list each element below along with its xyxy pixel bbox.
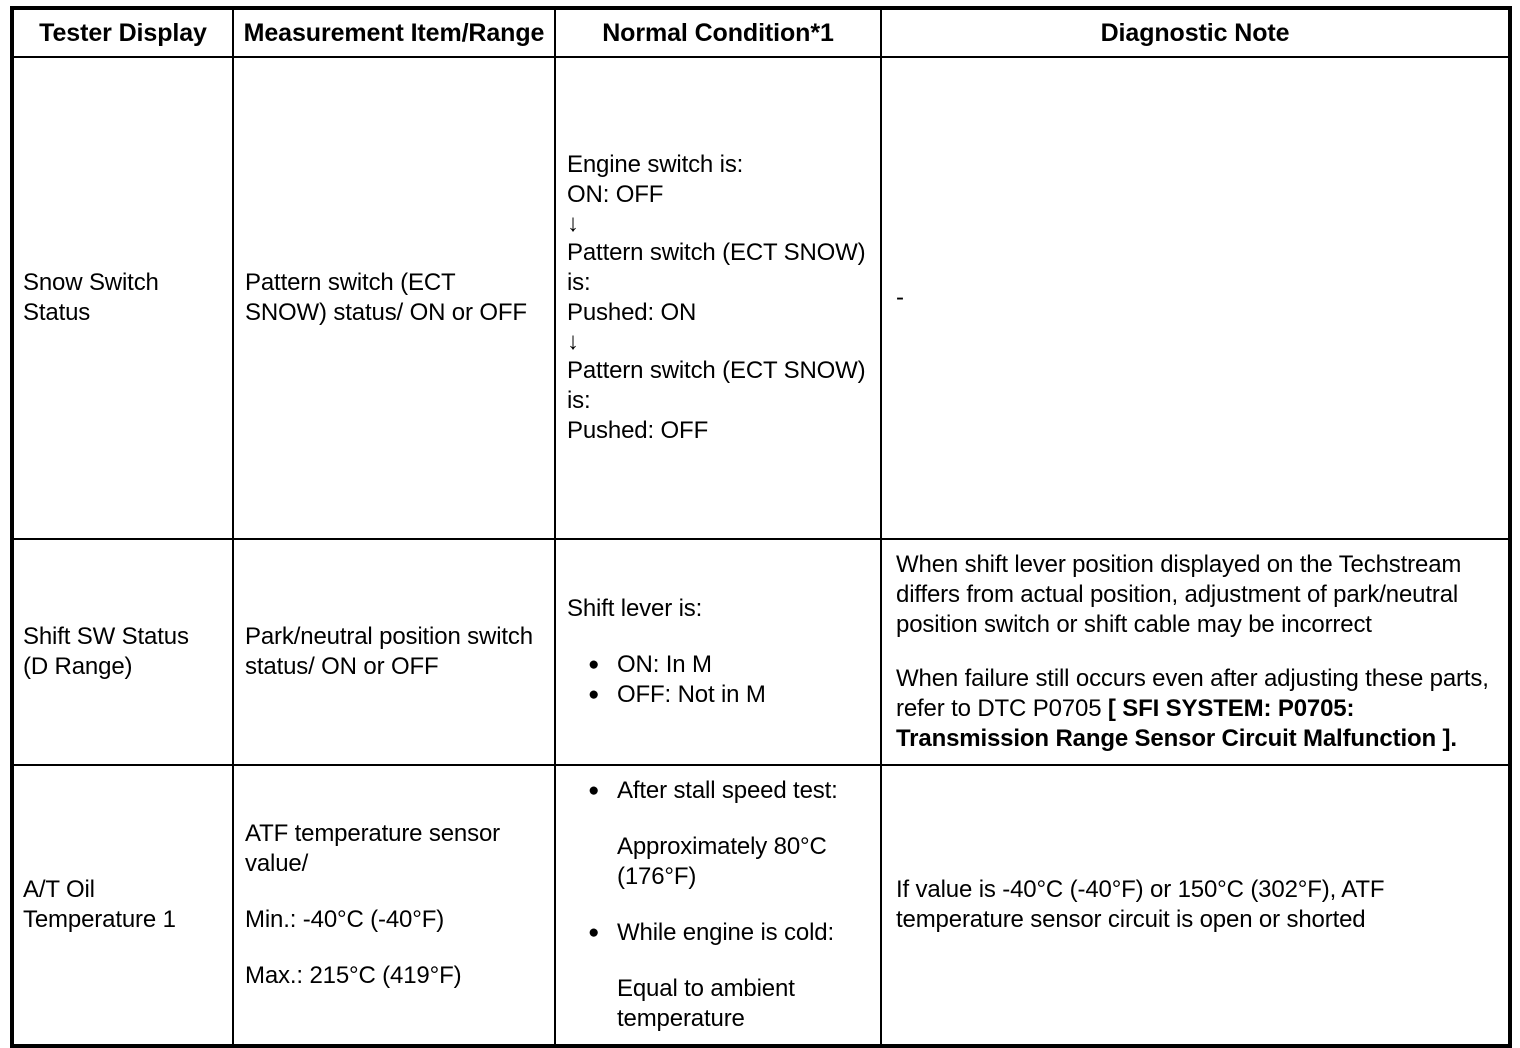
table-row: A/T Oil Temperature 1 ATF temperature se… (11, 764, 1511, 1047)
cell-measurement-item: Park/neutral position switch status/ ON … (232, 538, 556, 766)
tester-display-text: Shift SW Status (D Range) (23, 623, 189, 680)
column-header-normal-condition: Normal Condition*1 (554, 7, 882, 58)
list-item-label: ON: In M (617, 651, 712, 678)
cell-measurement-item: ATF temperature sensor value/ Min.: -40°… (232, 764, 556, 1047)
bullet-icon: ● (588, 684, 600, 705)
list-item-label: While engine is cold: (617, 919, 834, 946)
note-dtc-reference: [ SFI SYSTEM: P0705: Transmission Range … (896, 695, 1457, 752)
condition-step-pushed-on: Pushed: ON (567, 299, 697, 326)
cell-normal-condition: Engine switch is: ON: OFF ↓ Pattern swit… (554, 56, 882, 540)
condition-bullet-list: ● ON: In M ● OFF: Not in M (567, 650, 868, 710)
table-row: Shift SW Status (D Range) Park/neutral p… (11, 538, 1511, 766)
list-item: ● ON: In M (567, 650, 868, 680)
down-arrow-icon: ↓ (567, 210, 579, 237)
condition-intro: Shift lever is: (567, 595, 703, 622)
cell-tester-display: Snow Switch Status (11, 56, 234, 540)
condition-step-engine-switch: Engine switch is: (567, 151, 744, 178)
column-header-diagnostic-note: Diagnostic Note (880, 7, 1511, 58)
bullet-icon: ● (588, 654, 600, 675)
column-header-tester-display: Tester Display (11, 7, 234, 58)
list-item-label: After stall speed test: (617, 777, 838, 804)
list-item-sub-value: Approximately 80°C (176°F) (617, 833, 827, 890)
table-body: Snow Switch Status Pattern switch (ECT S… (11, 56, 1511, 1047)
measurement-min-value: Min.: -40°C (-40°F) (245, 906, 445, 933)
cell-tester-display: Shift SW Status (D Range) (11, 538, 234, 766)
list-item: ● OFF: Not in M (567, 680, 868, 710)
bullet-icon: ● (588, 780, 600, 801)
diagnostic-note-paragraph-1: When shift lever position displayed on t… (896, 551, 1462, 638)
cell-normal-condition: ● After stall speed test: Approximately … (554, 764, 882, 1047)
measurement-text: Park/neutral position switch status/ ON … (245, 623, 533, 680)
diagnostic-note-text: If value is -40°C (-40°F) or 150°C (302°… (896, 876, 1385, 933)
cell-diagnostic-note: When shift lever position displayed on t… (880, 538, 1511, 766)
table-header: Tester Display Measurement Item/Range No… (11, 7, 1511, 58)
tester-display-line-1: A/T Oil (23, 876, 95, 903)
list-item: ● While engine is cold: Equal to ambient… (567, 918, 868, 1034)
header-row: Tester Display Measurement Item/Range No… (11, 7, 1511, 58)
note-plain-text: When failure still occurs even after adj… (896, 665, 1489, 722)
measurement-max-value: Max.: 215°C (419°F) (245, 962, 462, 989)
cell-diagnostic-note: If value is -40°C (-40°F) or 150°C (302°… (880, 764, 1511, 1047)
table-row: Snow Switch Status Pattern switch (ECT S… (11, 56, 1511, 540)
list-item-label: OFF: Not in M (617, 681, 766, 708)
tester-display-line-1: Snow Switch (23, 269, 159, 296)
condition-step-pushed-off: Pushed: OFF (567, 417, 709, 444)
tester-display-line-2: Status (23, 299, 91, 326)
condition-step-pattern-switch-1: Pattern switch (ECT SNOW) is: (567, 239, 866, 296)
diagnostic-note-paragraph-2: When failure still occurs even after adj… (896, 664, 1492, 754)
diagnostic-note-placeholder: - (896, 284, 904, 311)
condition-step-on-off: ON: OFF (567, 181, 664, 208)
bullet-icon: ● (588, 922, 600, 943)
condition-step-pattern-switch-2: Pattern switch (ECT SNOW) is: (567, 357, 866, 414)
cell-diagnostic-note: - (880, 56, 1511, 540)
list-item-sub-value: Equal to ambient temperature (617, 975, 795, 1032)
column-header-measurement-item-range: Measurement Item/Range (232, 7, 556, 58)
condition-bullet-list: ● After stall speed test: Approximately … (567, 776, 868, 1034)
cell-tester-display: A/T Oil Temperature 1 (11, 764, 234, 1047)
cell-normal-condition: Shift lever is: ● ON: In M ● OFF: Not in… (554, 538, 882, 766)
measurement-sensor-value: ATF temperature sensor value/ (245, 820, 501, 877)
measurement-text: Pattern switch (ECT SNOW) status/ ON or … (245, 269, 527, 326)
diagnostic-data-table: Tester Display Measurement Item/Range No… (10, 6, 1512, 1048)
down-arrow-icon: ↓ (567, 328, 579, 355)
cell-measurement-item: Pattern switch (ECT SNOW) status/ ON or … (232, 56, 556, 540)
tester-display-line-2: Temperature 1 (23, 906, 176, 933)
list-item: ● After stall speed test: Approximately … (567, 776, 868, 892)
